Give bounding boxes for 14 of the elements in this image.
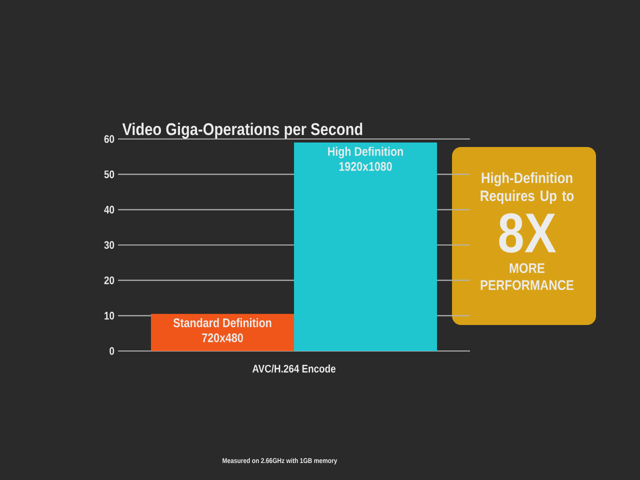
y-tick-label: 40 <box>104 206 114 214</box>
text: High-Definition Requires Up to <box>480 172 574 204</box>
y-tick-label: 0 <box>110 347 114 355</box>
series-label: Standard Definition 720x480 <box>173 318 272 342</box>
series-label: High Definition 1920x1080 <box>328 146 403 171</box>
y-tick-label: 30 <box>104 241 114 249</box>
y-tick-label: 60 <box>104 135 114 143</box>
y-tick-label: 50 <box>104 170 114 178</box>
chart-title: Video Giga-Operations per Second <box>122 122 362 139</box>
text: MORE PERFORMANCE <box>480 263 574 290</box>
text: 8X <box>499 213 556 253</box>
x-tick-label: AVC/H.264 Encode <box>252 364 336 373</box>
y-tick-label: 20 <box>104 276 114 284</box>
y-tick-label: 10 <box>104 312 114 320</box>
